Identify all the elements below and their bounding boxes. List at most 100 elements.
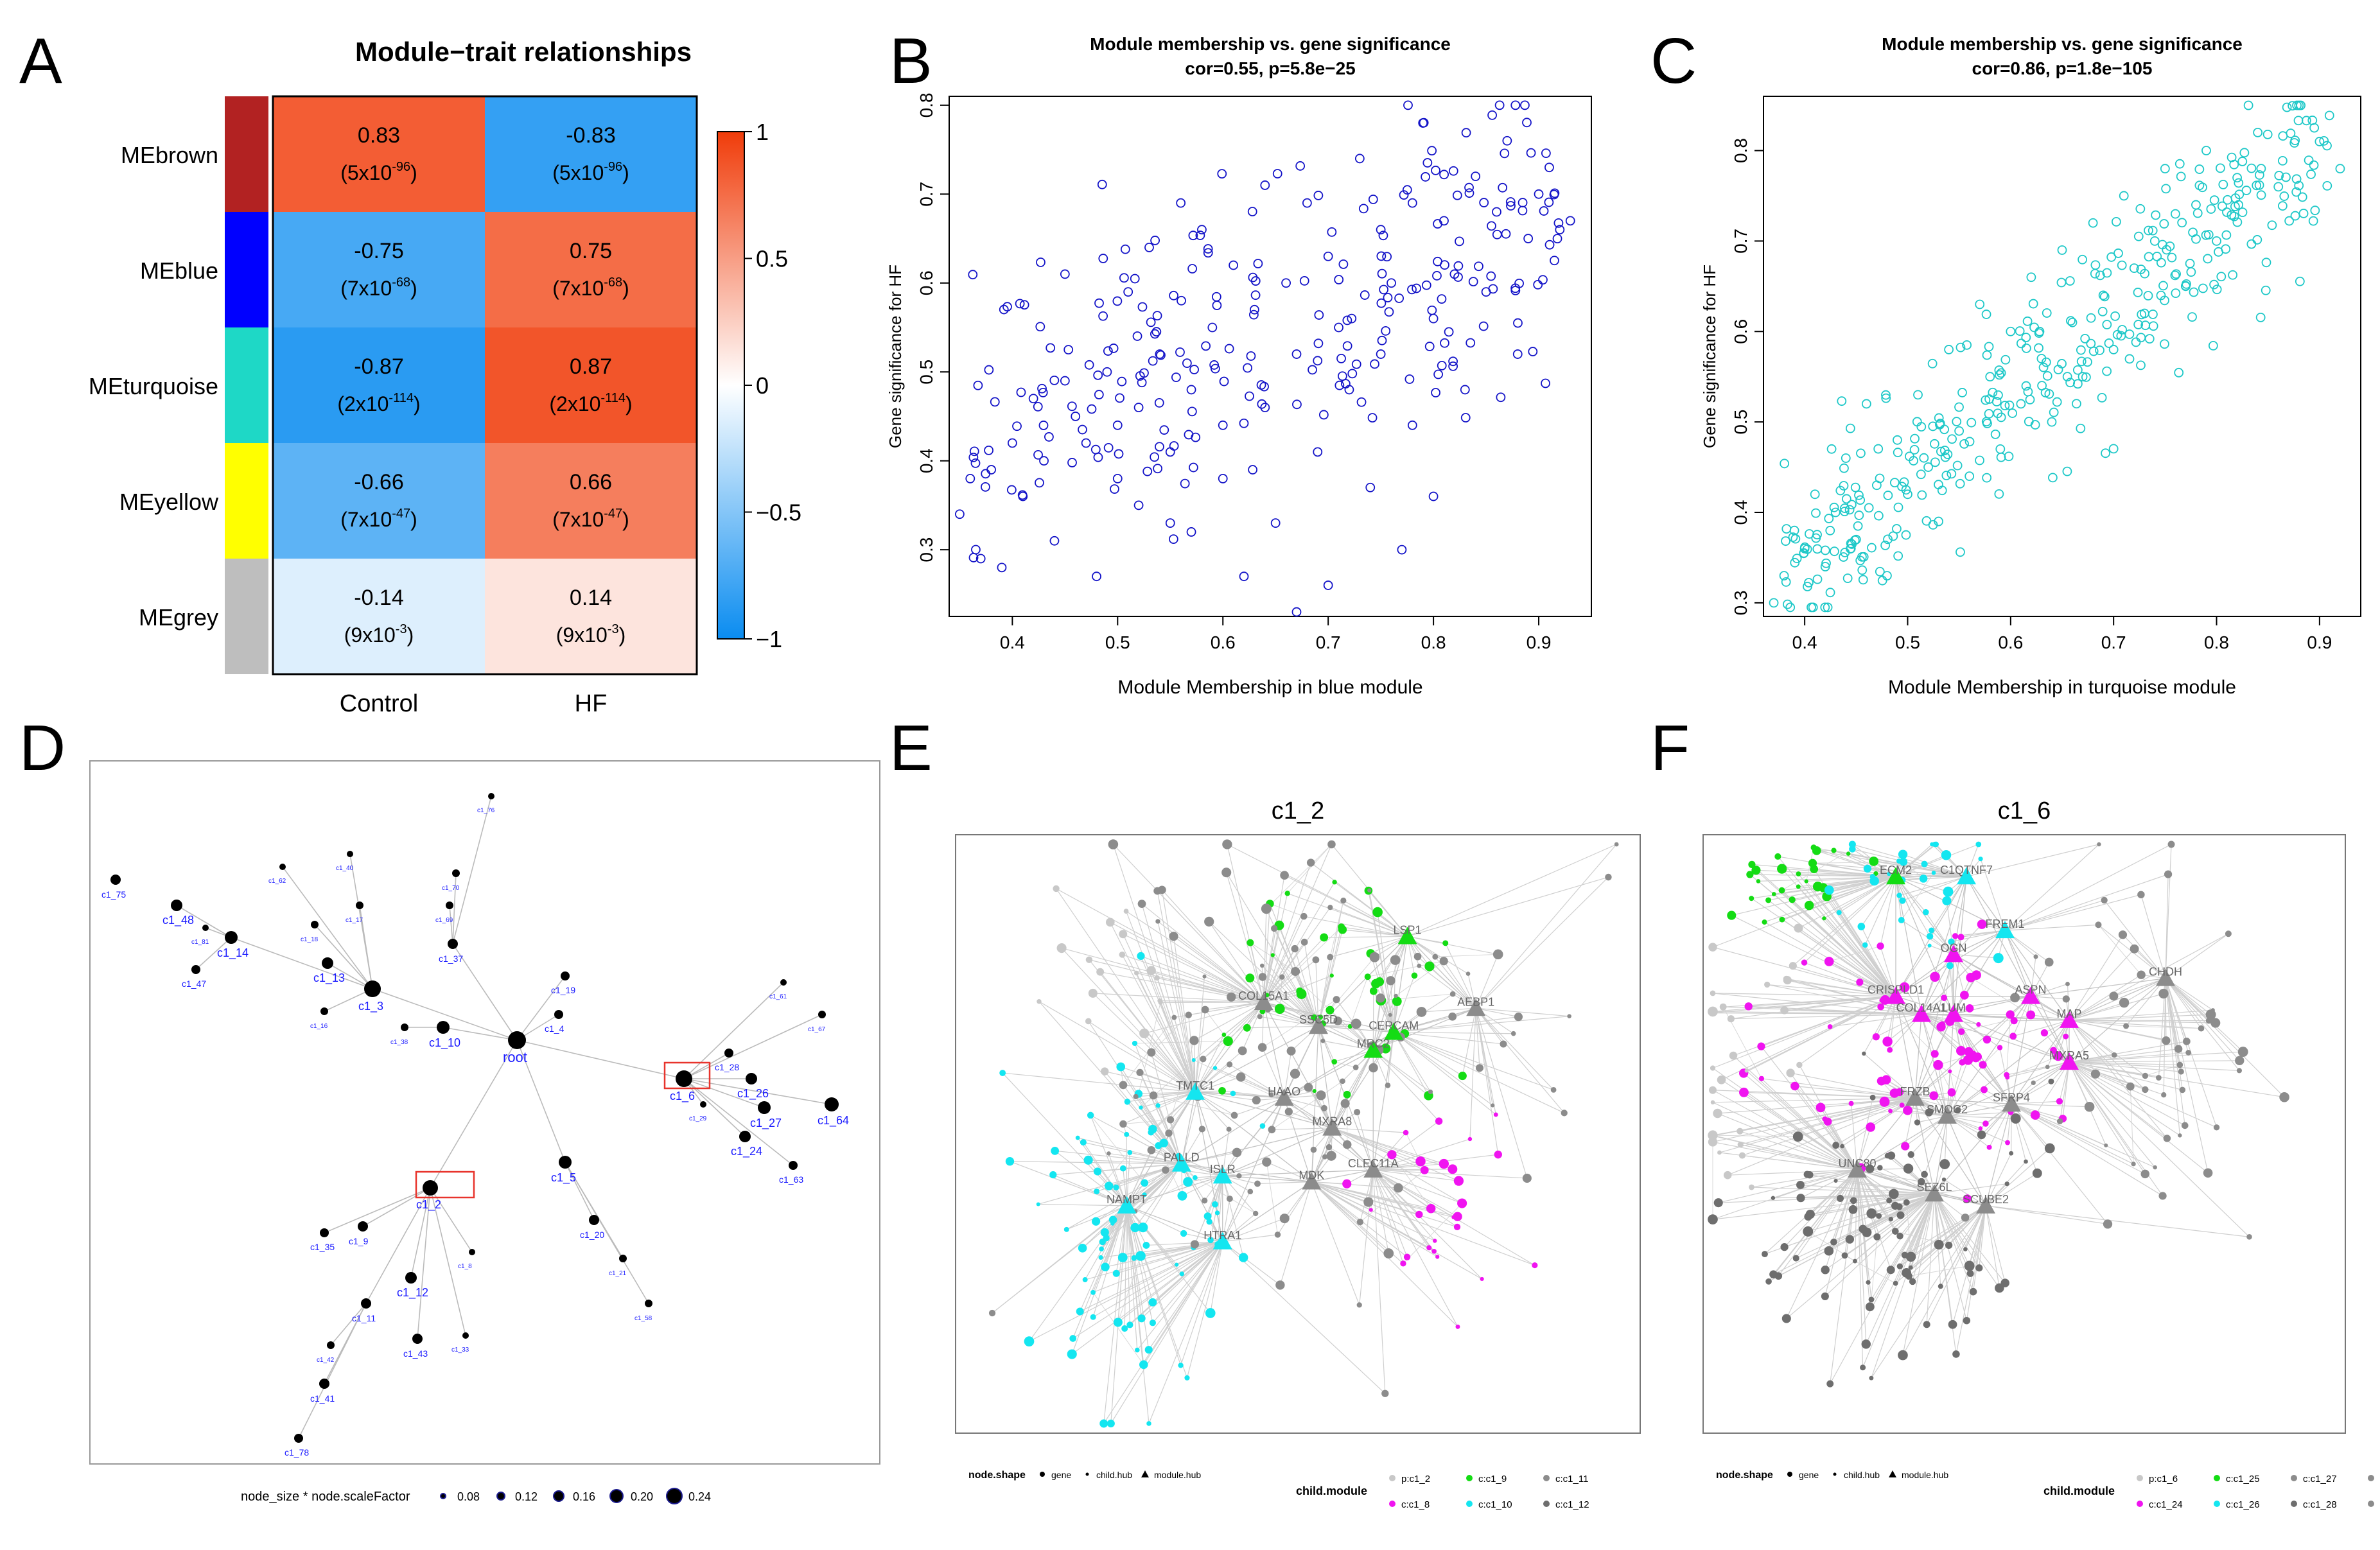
- colorbar-tick-label: −1: [756, 626, 782, 652]
- heatmap-cell: [273, 559, 485, 674]
- gene-node: [1078, 1244, 1087, 1253]
- data-point: [1800, 542, 1810, 552]
- gene-node: [1316, 1090, 1326, 1101]
- gene-node: [1413, 952, 1422, 961]
- panel-label-a: A: [19, 25, 62, 97]
- data-point: [1803, 582, 1812, 591]
- data-point: [1921, 516, 1932, 526]
- network-edge: [1462, 1008, 1476, 1076]
- gene-node: [1192, 1175, 1198, 1180]
- gene-node: [1796, 871, 1801, 876]
- data-point: [2108, 345, 2119, 354]
- data-point: [1402, 185, 1412, 195]
- network-edge: [1857, 1127, 1871, 1171]
- network-edge: [2165, 874, 2169, 979]
- gene-node: [1179, 1271, 1185, 1276]
- network-edge: [1342, 929, 1408, 937]
- gene-node: [1934, 1239, 1944, 1250]
- gene-node: [1765, 897, 1772, 903]
- gene-node: [1779, 916, 1785, 923]
- data-point: [2304, 155, 2314, 166]
- data-point: [1376, 251, 1387, 261]
- data-point: [1376, 298, 1387, 308]
- gene-node: [1230, 1111, 1238, 1119]
- data-point: [2133, 231, 2144, 241]
- data-point: [1358, 204, 1369, 214]
- gene-node: [1326, 1144, 1333, 1151]
- hub-label: MXRA5: [2049, 1049, 2089, 1062]
- tree-node-label: c1_35: [310, 1242, 335, 1252]
- network-edge: [1934, 1103, 2012, 1194]
- network-edge: [1476, 1007, 1570, 1017]
- tree-node: [358, 1221, 368, 1232]
- gene-node: [1744, 1068, 1749, 1073]
- data-point: [1538, 275, 1548, 285]
- network-edge: [1985, 1205, 2006, 1284]
- network-edge: [1194, 1050, 1243, 1093]
- network-edge: [1712, 1102, 1858, 1171]
- gene-node: [2130, 944, 2139, 954]
- tree-edge: [452, 796, 492, 945]
- data-point: [1825, 525, 1835, 536]
- network-edge: [1092, 1292, 1144, 1365]
- gene-node: [1939, 1159, 1950, 1170]
- gene-node: [1877, 1165, 1883, 1171]
- gene-node: [2010, 993, 2020, 1003]
- data-point: [1962, 340, 1972, 350]
- network-edge: [1181, 1129, 1203, 1164]
- network-edge: [1194, 1092, 1223, 1176]
- gene-node: [1886, 1197, 1893, 1204]
- data-point: [1427, 146, 1437, 156]
- gene-node: [1107, 1419, 1115, 1428]
- gene-node: [1896, 1232, 1903, 1240]
- network-edge: [1475, 1008, 1528, 1179]
- tree-node-label: c1_16: [310, 1023, 328, 1030]
- network-edge: [1854, 1169, 1858, 1262]
- data-point: [2284, 216, 2295, 226]
- gene-node: [1202, 974, 1207, 979]
- network-edge: [1419, 965, 1476, 1009]
- scatter-blue-module: Module membership vs. gene significancec…: [886, 34, 1592, 698]
- tree-node: [825, 1097, 839, 1111]
- network-edge: [1188, 1002, 1264, 1016]
- tree-node-label: c1_40: [336, 865, 354, 872]
- gene-node: [1930, 971, 1940, 982]
- gene-node: [1925, 1108, 1933, 1117]
- gene-node: [1873, 1233, 1881, 1241]
- network-edge: [1157, 921, 1196, 1092]
- hub-triangle: [1912, 1004, 1931, 1022]
- gene-node: [1877, 942, 1884, 950]
- data-point: [1218, 420, 1228, 430]
- gene-node: [1777, 864, 1787, 874]
- tree-node-label: c1_62: [268, 878, 286, 885]
- data-point: [1893, 551, 1903, 561]
- data-point: [2198, 283, 2208, 293]
- data-point: [1944, 345, 1954, 354]
- data-point: [1812, 530, 1822, 540]
- network-edge: [1857, 1169, 1896, 1232]
- data-point: [2253, 127, 2263, 137]
- gene-node: [1840, 1144, 1844, 1149]
- network-edge: [1938, 1065, 1948, 1117]
- network-edge: [1334, 1061, 1356, 1068]
- data-point: [2149, 236, 2160, 246]
- network-edge: [1141, 955, 1264, 1003]
- data-point: [1927, 358, 1938, 369]
- gene-node: [1300, 938, 1308, 946]
- network-edge: [1181, 1163, 1223, 1242]
- module-color-swatch: [225, 443, 268, 559]
- shape-legend-label: gene: [1799, 1470, 1819, 1480]
- network-edge: [1266, 844, 1332, 909]
- network-edge: [1284, 1050, 1292, 1099]
- tree-node: [469, 1249, 475, 1255]
- data-point: [1769, 598, 1779, 608]
- network-edge: [2004, 874, 2169, 931]
- network-edge: [1857, 1169, 1867, 1345]
- panel-label-e: E: [889, 712, 932, 784]
- gene-node: [1822, 916, 1826, 921]
- network-edge: [1372, 1050, 1431, 1092]
- data-point: [968, 270, 978, 280]
- gene-node: [1941, 849, 1952, 860]
- tree-edge: [327, 962, 373, 989]
